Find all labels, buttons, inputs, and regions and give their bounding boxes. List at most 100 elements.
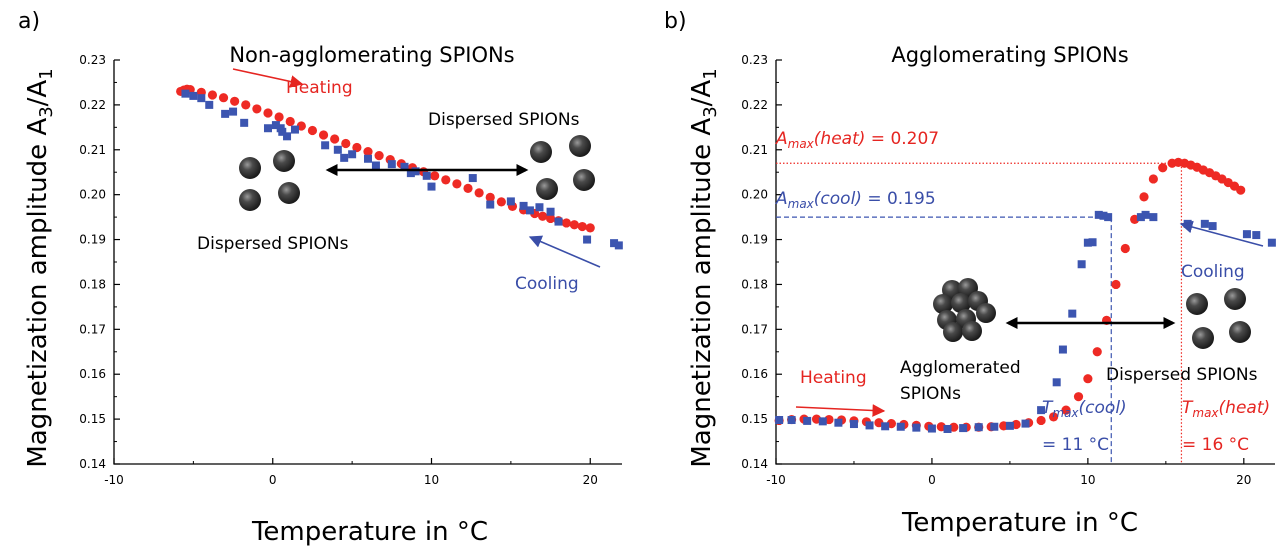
data-point — [263, 124, 272, 133]
data-point — [519, 201, 528, 210]
data-point — [1111, 279, 1121, 290]
data-point — [218, 93, 229, 103]
panel-b-dispersed-label: Dispersed SPIONs — [1106, 365, 1258, 385]
data-point — [1136, 213, 1145, 222]
y-tick-label: 0.23 — [79, 53, 106, 67]
data-point — [285, 116, 295, 127]
sphere-icon — [933, 294, 953, 314]
data-point — [276, 124, 285, 133]
sphere-icon — [962, 321, 982, 341]
data-point — [271, 121, 280, 130]
y-tick-label: 0.16 — [741, 367, 768, 381]
data-point — [252, 104, 262, 114]
data-point — [441, 175, 451, 185]
data-point — [1148, 174, 1158, 184]
panel-b-amax-heat-label: Amax(heat) = 0.207 — [775, 129, 939, 151]
x-tick-label: 10 — [1080, 473, 1095, 487]
data-point — [577, 221, 587, 232]
data-point — [554, 217, 563, 226]
data-point — [318, 130, 329, 140]
panel-b-tmax-heat-label: Tmax(heat) — [1182, 398, 1270, 420]
data-point — [283, 132, 292, 141]
data-point — [990, 422, 999, 431]
y-tick-label: 0.17 — [741, 322, 768, 336]
panel-a-dispersed-left-label: Dispersed SPIONs — [197, 234, 349, 254]
y-tick-label: 0.22 — [741, 98, 768, 112]
data-point — [241, 100, 251, 110]
panel-a-cooling-label: Cooling — [515, 274, 579, 294]
y-tick-label: 0.14 — [79, 457, 106, 471]
data-point — [486, 200, 495, 209]
data-point — [818, 417, 827, 426]
data-point — [834, 418, 843, 427]
data-point — [1099, 211, 1108, 220]
panel-b-data — [774, 157, 1276, 433]
data-point — [569, 220, 579, 230]
data-point — [197, 94, 206, 103]
panel-b-agglomerated-label-2: SPIONs — [900, 384, 961, 404]
panel-b-amax-cool-label: Amax(cool) = 0.195 — [775, 189, 936, 211]
y-tick-label: 0.20 — [741, 188, 768, 202]
x-tick-label: 10 — [424, 473, 439, 487]
y-tick-label: 0.23 — [741, 53, 768, 67]
data-point — [1200, 219, 1209, 228]
data-point — [1208, 222, 1217, 231]
data-point — [485, 192, 495, 202]
data-point — [1094, 210, 1103, 219]
data-point — [1092, 347, 1102, 357]
data-point — [849, 420, 858, 429]
data-point — [189, 91, 198, 100]
y-tick-label: 0.18 — [741, 277, 768, 291]
sphere-icon — [976, 303, 996, 323]
panel-b: b) Agglomerating SPIONs Magnetization am… — [664, 9, 1276, 538]
panel-b-agglomerated-label-1: Agglomerated — [900, 358, 1021, 378]
data-point — [545, 213, 556, 224]
x-tick-label: 0 — [269, 473, 277, 487]
panel-b-xlabel: Temperature in °C — [901, 508, 1138, 538]
sphere-icon — [573, 169, 595, 191]
data-point — [341, 138, 351, 149]
panel-b-title: Agglomerating SPIONs — [891, 43, 1128, 67]
data-point — [1077, 260, 1086, 269]
y-tick-label: 0.21 — [79, 143, 106, 157]
data-point — [240, 118, 249, 127]
data-point — [974, 423, 983, 432]
data-point — [881, 422, 890, 431]
data-point — [340, 153, 349, 162]
data-point — [538, 211, 548, 221]
panel-a-ylabel: Magnetization amplitude A3/A1 — [23, 68, 57, 467]
data-point — [229, 107, 238, 116]
x-tick-label: 20 — [1236, 473, 1251, 487]
data-point — [474, 188, 484, 198]
data-point — [1061, 405, 1071, 415]
sphere-icon — [943, 322, 963, 342]
data-point — [896, 422, 905, 431]
data-point — [1236, 185, 1246, 195]
data-point — [363, 146, 373, 157]
data-point — [1242, 230, 1251, 239]
panel-a-title: Non-agglomerating SPIONs — [229, 43, 514, 67]
data-point — [374, 151, 384, 161]
data-point — [221, 109, 230, 118]
sphere-icon — [951, 293, 971, 313]
x-tick-label: -10 — [766, 473, 786, 487]
data-point — [468, 174, 477, 183]
panel-b-agglomerate-cluster — [933, 278, 996, 342]
data-point — [387, 160, 396, 169]
data-point — [525, 206, 534, 215]
data-point — [1058, 345, 1067, 354]
data-point — [912, 423, 921, 432]
data-point — [865, 421, 874, 430]
sphere-icon — [239, 189, 261, 211]
data-point — [1036, 415, 1046, 426]
x-tick-label: -10 — [104, 473, 124, 487]
data-point — [1005, 421, 1014, 430]
sphere-icon — [273, 150, 295, 172]
data-point — [583, 235, 592, 244]
data-point — [959, 424, 968, 433]
panel-b-reference-lines — [776, 162, 1183, 464]
data-point — [614, 241, 623, 250]
data-point — [1088, 238, 1097, 247]
panel-b-cooling-arrow — [1179, 220, 1264, 247]
data-point — [496, 197, 506, 207]
